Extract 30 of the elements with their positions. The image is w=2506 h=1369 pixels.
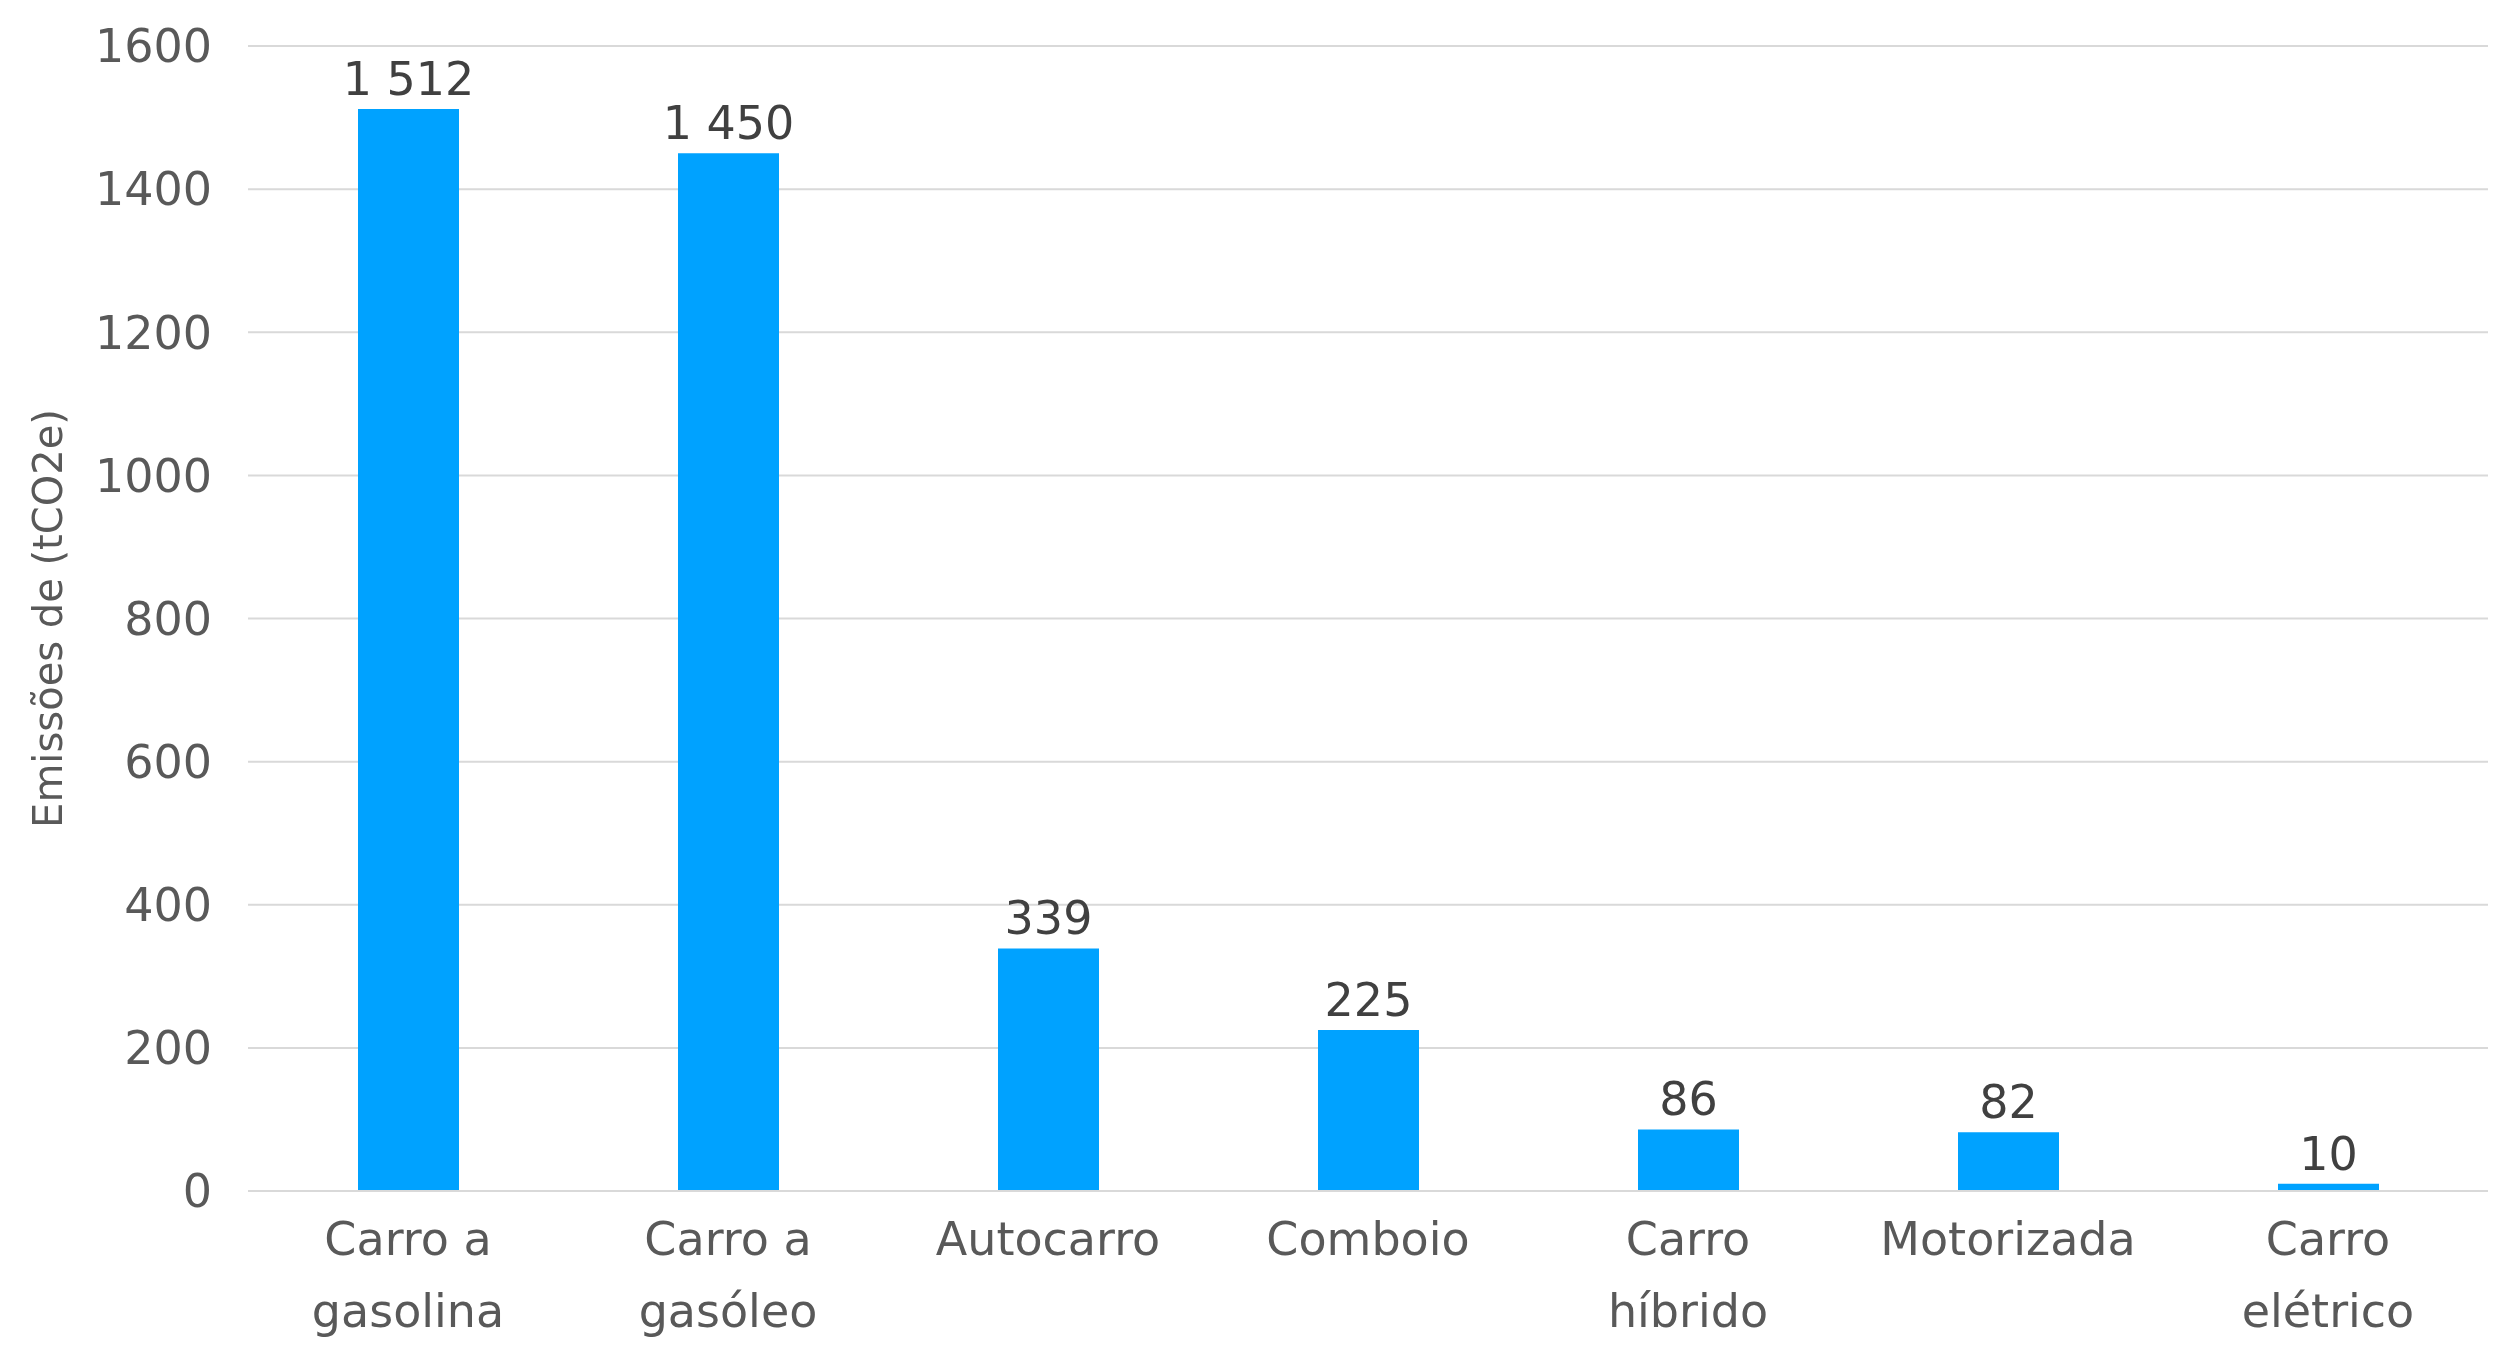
y-tick-label: 800	[124, 591, 212, 646]
x-tick-label: Carro híbrido	[1607, 1212, 1769, 1338]
y-tick-label: 1000	[94, 448, 212, 503]
bar	[998, 948, 1099, 1191]
x-tick-label: Carro a gasóleo	[638, 1212, 818, 1338]
data-label: 10	[2299, 1126, 2358, 1181]
data-label: 1 450	[662, 96, 795, 151]
y-tick-label: 1200	[94, 305, 212, 360]
x-tick-label: Carro a gasolina	[311, 1212, 505, 1338]
x-tick-label: Carro elétrico	[2241, 1212, 2415, 1338]
bar	[1318, 1029, 1419, 1191]
bar	[358, 108, 459, 1191]
bar	[1958, 1132, 2059, 1191]
y-tick-label: 600	[124, 734, 212, 789]
bar	[1638, 1129, 1739, 1191]
x-tick-label: Autocarro	[935, 1212, 1161, 1266]
data-label: 82	[1979, 1075, 2038, 1130]
x-tick-label: Comboio	[1266, 1212, 1470, 1266]
y-tick-label: 400	[124, 878, 212, 933]
data-label: 86	[1659, 1072, 1718, 1127]
data-label: 225	[1324, 972, 1413, 1027]
y-axis-title: Emissões de (tCO2e)	[25, 409, 72, 828]
y-tick-label: 1600	[94, 19, 212, 74]
data-label: 1 512	[342, 51, 475, 106]
y-tick-label: 0	[182, 1164, 212, 1219]
y-tick-label: 1400	[94, 162, 212, 217]
data-label: 339	[1004, 891, 1093, 946]
y-tick-label: 200	[124, 1021, 212, 1076]
bar	[678, 153, 779, 1191]
x-tick-label: Motorizada	[1880, 1212, 2136, 1266]
